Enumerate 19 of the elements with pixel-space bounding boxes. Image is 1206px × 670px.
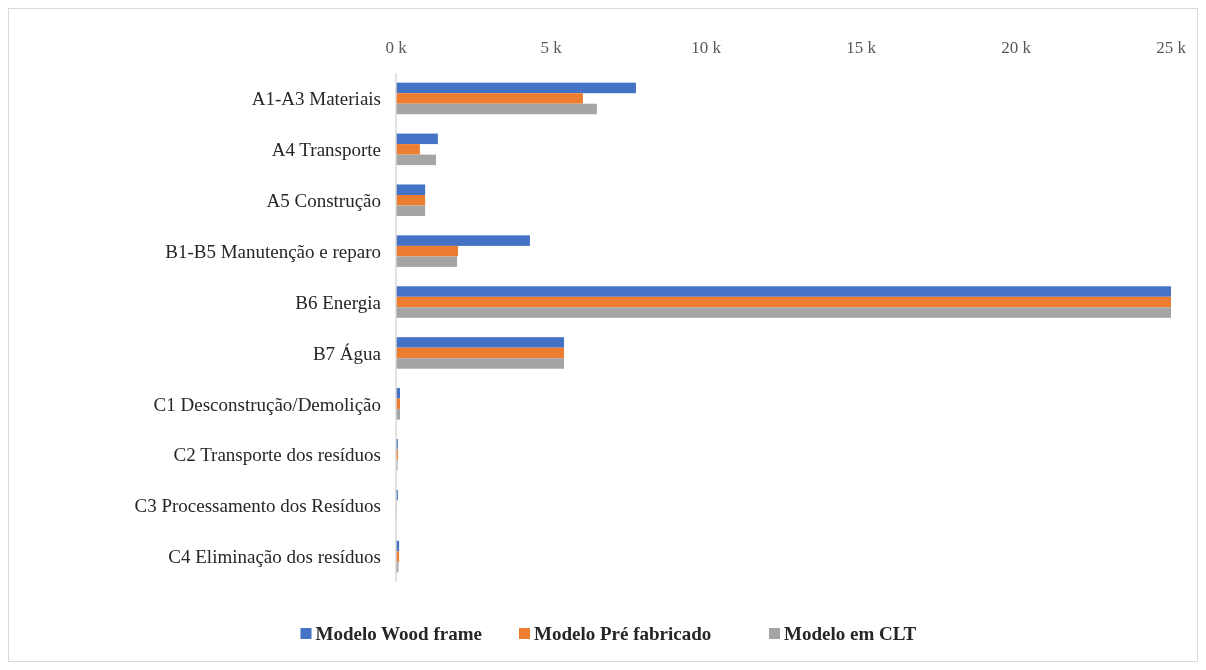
x-tick-label: 20 k xyxy=(1001,38,1032,57)
y-tick-label: C2 Transporte dos resíduos xyxy=(173,444,381,466)
x-tick-label: 0 k xyxy=(385,38,408,57)
y-tick-label: A1-A3 Materiais xyxy=(251,88,381,110)
y-tick-label: C3 Processamento dos Resíduos xyxy=(134,495,381,517)
y-tick-label: B6 Energia xyxy=(295,291,382,313)
y-tick-label: A5 Construção xyxy=(266,189,381,211)
y-tick-label: B1-B5 Manutenção e reparo xyxy=(165,240,381,262)
x-tick-label: 10 k xyxy=(691,38,722,57)
x-tick-label: 25 k xyxy=(1156,38,1187,57)
y-tick-label: B7 Água xyxy=(312,342,382,364)
legend-label: Modelo Pré fabricado xyxy=(534,623,712,645)
y-tick-label: C4 Eliminação dos resíduos xyxy=(168,546,381,568)
legend-label: Modelo em CLT xyxy=(784,623,917,645)
legend-label: Modelo Wood frame xyxy=(315,623,482,645)
y-tick-label: A4 Transporte xyxy=(271,139,381,160)
y-tick-label: C1 Desconstrução/Demolição xyxy=(153,393,381,415)
x-tick-label: 5 k xyxy=(540,38,563,57)
x-tick-label: 15 k xyxy=(846,38,877,57)
